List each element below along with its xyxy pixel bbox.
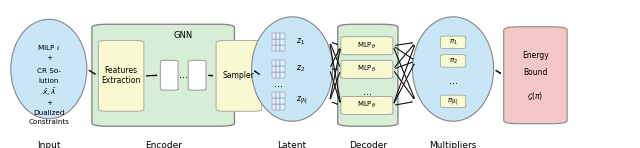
Bar [271,72,276,78]
Bar [280,72,285,78]
Text: Energy: Energy [522,51,548,60]
FancyBboxPatch shape [440,55,466,67]
Text: lution: lution [38,78,59,84]
Text: Input: Input [37,141,61,148]
Text: $\mathcal{G}(\pi)$: $\mathcal{G}(\pi)$ [527,90,543,102]
Text: Multipliers: Multipliers [429,141,477,148]
Bar [271,98,276,104]
Bar [280,45,285,51]
FancyBboxPatch shape [341,96,393,114]
Bar [280,104,285,110]
Bar [276,98,280,104]
Text: $\pi_1$: $\pi_1$ [449,38,458,47]
FancyBboxPatch shape [341,37,393,55]
Ellipse shape [413,17,493,121]
Text: MILP $\iota$: MILP $\iota$ [37,43,60,52]
Bar [280,66,285,72]
Text: +: + [45,56,52,61]
Bar [271,39,276,45]
Bar [280,60,285,66]
Bar [276,66,280,72]
Bar [276,45,280,51]
FancyBboxPatch shape [216,40,262,111]
Bar [276,92,280,98]
Text: $\pi_2$: $\pi_2$ [449,56,458,66]
Bar [271,66,276,72]
Text: GNN: GNN [173,31,193,40]
Bar [280,98,285,104]
Ellipse shape [252,17,333,121]
Text: Decoder: Decoder [349,141,387,148]
Text: ...: ... [364,87,372,97]
Text: $\mathrm{MLP}_{\theta}$: $\mathrm{MLP}_{\theta}$ [357,100,376,111]
Text: CR So-: CR So- [37,68,61,74]
Bar [271,92,276,98]
FancyBboxPatch shape [92,24,234,126]
FancyBboxPatch shape [188,60,206,90]
Text: $z_{|\lambda|}$: $z_{|\lambda|}$ [296,95,308,107]
Bar [276,72,280,78]
Text: ...: ... [179,70,188,80]
Text: Encoder: Encoder [145,141,182,148]
Bar [276,39,280,45]
Ellipse shape [11,19,87,119]
Text: Features: Features [104,66,138,75]
Text: ...: ... [274,79,283,89]
Text: Dualized: Dualized [33,110,65,116]
Text: $\mathrm{MLP}_{\theta}$: $\mathrm{MLP}_{\theta}$ [357,64,376,74]
FancyBboxPatch shape [161,60,178,90]
FancyBboxPatch shape [504,27,567,124]
Text: Latent: Latent [278,141,307,148]
Text: Extraction: Extraction [101,76,141,85]
Bar [271,45,276,51]
Text: $\bar{x}, \bar{\lambda}$: $\bar{x}, \bar{\lambda}$ [42,86,56,98]
FancyBboxPatch shape [440,36,466,49]
Text: $z_2$: $z_2$ [296,64,305,74]
Text: Constraints: Constraints [28,119,69,126]
Bar [276,60,280,66]
Text: ...: ... [449,77,458,86]
Bar [276,33,280,39]
Bar [280,92,285,98]
Text: Sampler: Sampler [223,71,255,80]
FancyBboxPatch shape [341,60,393,78]
Text: $z_1$: $z_1$ [296,36,305,47]
Bar [280,39,285,45]
Bar [276,104,280,110]
Bar [271,104,276,110]
Bar [271,33,276,39]
Bar [271,60,276,66]
Text: Bound: Bound [524,68,548,77]
FancyBboxPatch shape [338,24,398,126]
Text: $\mathrm{MLP}_{\theta}$: $\mathrm{MLP}_{\theta}$ [357,41,376,51]
Bar [280,33,285,39]
FancyBboxPatch shape [440,95,466,108]
Text: $\pi_{|\lambda|}$: $\pi_{|\lambda|}$ [447,96,459,107]
Text: +: + [45,100,52,106]
FancyBboxPatch shape [98,40,144,111]
